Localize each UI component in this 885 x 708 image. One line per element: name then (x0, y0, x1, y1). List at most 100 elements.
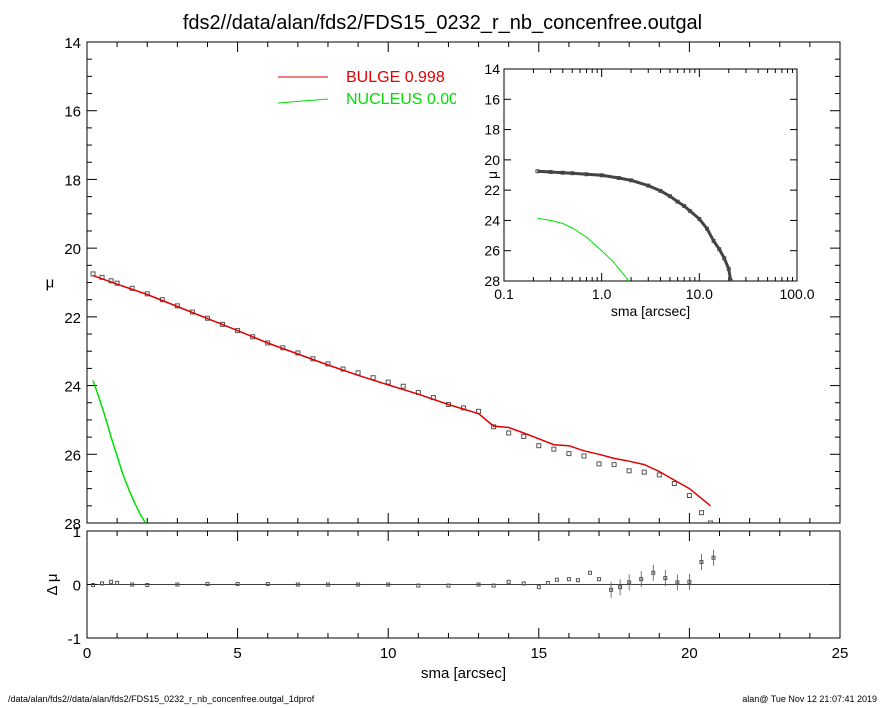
res-data-point (545, 580, 550, 585)
main-data-point (698, 510, 704, 516)
res-data-point (91, 583, 96, 588)
main-ylabel: μ (46, 275, 55, 292)
chart-title: fds2//data/alan/fds2/FDS15_0232_r_nb_con… (182, 12, 703, 34)
main-ytick-label: 22 (64, 310, 81, 327)
main-data-point (385, 379, 391, 385)
legend-label: NUCLEUS 0.002 (346, 91, 467, 108)
res-data-point (100, 581, 105, 586)
res-data-point (235, 581, 240, 586)
res-data-point (675, 580, 680, 585)
inset-ytick-label: 14 (484, 61, 500, 77)
res-data-point (356, 582, 361, 587)
main-data-point (671, 480, 677, 486)
inset-ytick-label: 16 (484, 91, 500, 107)
bulge-model-line (92, 274, 711, 507)
inset-background (456, 61, 813, 333)
inset-xtick-label: 1.0 (592, 286, 612, 302)
main-data-point (521, 433, 527, 439)
res-xtick-label: 10 (380, 645, 397, 662)
res-data-point (386, 582, 391, 587)
res-data-point (325, 582, 330, 587)
res-data-point (205, 581, 210, 586)
res-data-point (130, 582, 135, 587)
inset-plot-frame (503, 68, 798, 282)
main-ytick-label: 28 (64, 516, 81, 533)
nucleus-model-line (92, 380, 147, 523)
res-data-point (536, 585, 541, 590)
res-ytick-label: -1 (68, 631, 81, 648)
res-data-point (115, 580, 120, 585)
legend-swatch (277, 98, 329, 104)
res-data-point (687, 579, 692, 584)
res-xtick-label: 0 (83, 645, 91, 662)
inset-ylabel: μ (484, 171, 500, 179)
res-data-point (711, 555, 716, 560)
res-ylabel: Δ μ (44, 573, 61, 595)
res-data-point (554, 577, 559, 582)
res-data-point (506, 579, 511, 584)
inset-data-trace (537, 169, 733, 281)
res-data-point (446, 583, 451, 588)
res-data-point (663, 576, 668, 581)
main-data-point (566, 451, 572, 457)
inset-ytick-label: 24 (484, 212, 500, 228)
res-data-point (566, 577, 571, 582)
res-data-point (476, 582, 481, 587)
res-data-point (597, 577, 602, 582)
main-data-point (400, 383, 406, 389)
res-data-point (416, 583, 421, 588)
res-data-point (265, 581, 270, 586)
main-ytick-label: 24 (64, 379, 81, 396)
res-data-point (609, 587, 614, 592)
main-data-point (656, 472, 662, 478)
main-data-point (686, 493, 692, 499)
inset-ytick-label: 26 (484, 243, 500, 259)
main-data-point (626, 468, 632, 474)
main-ytick-label: 26 (64, 447, 81, 464)
main-data-point (551, 446, 557, 452)
res-data-point (588, 570, 593, 575)
inset-ytick-label: 28 (484, 273, 500, 289)
main-ytick-label: 14 (64, 35, 81, 52)
res-xlabel: sma [arcsec] (421, 665, 506, 682)
main-data-point (707, 520, 713, 523)
res-xtick-label: 20 (681, 645, 698, 662)
inset-ytick-label: 20 (484, 152, 500, 168)
footer-timestamp: alan@ Tue Nov 12 21:07:41 2019 (742, 694, 877, 704)
res-xtick-label: 15 (530, 645, 547, 662)
main-data-point (90, 271, 96, 277)
res-ytick-label: 1 (73, 524, 81, 541)
inset-xtick-label: 10.0 (686, 286, 713, 302)
res-data-point (491, 583, 496, 588)
inset-ytick-label: 18 (484, 122, 500, 138)
main-data-point (596, 461, 602, 467)
res-data-point (295, 582, 300, 587)
inset-xtick-label: 100.0 (779, 286, 814, 302)
res-ytick-label: 0 (73, 578, 81, 595)
res-data-point (521, 581, 526, 586)
main-ytick-label: 20 (64, 241, 81, 258)
main-ytick-label: 18 (64, 172, 81, 189)
res-data-point (109, 579, 114, 584)
res-xtick-label: 25 (832, 645, 849, 662)
res-data-point (699, 560, 704, 565)
main-data-point (611, 462, 617, 468)
main-data-point (536, 443, 542, 449)
res-data-point (651, 570, 656, 575)
res-xtick-label: 5 (233, 645, 241, 662)
res-data-point (175, 582, 180, 587)
main-data-point (506, 430, 512, 436)
res-data-point (618, 585, 623, 590)
res-data-point (575, 578, 580, 583)
inset-ytick-label: 22 (484, 182, 500, 198)
footer-filepath: /data/alan/fds2//data/alan/fds2/FDS15_02… (8, 694, 315, 704)
res-data-point (627, 580, 632, 585)
main-data-point (581, 453, 587, 459)
inset-nucleus-line (537, 217, 630, 281)
inset-xtick-label: 0.1 (494, 286, 514, 302)
main-data-point (641, 469, 647, 475)
res-data-point (145, 583, 150, 588)
inset-xlabel: sma [arcsec] (611, 303, 690, 319)
res-data-point (639, 577, 644, 582)
